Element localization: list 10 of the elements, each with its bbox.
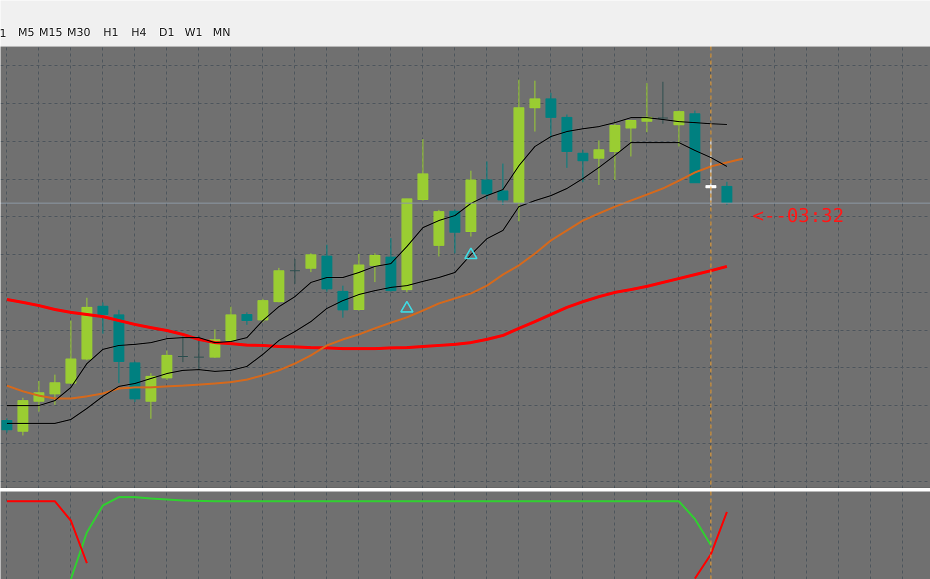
text: W1 — [184, 26, 202, 39]
text: H4 — [131, 26, 147, 39]
text: MN — [212, 26, 231, 39]
text: D1 — [159, 26, 174, 39]
text: H1 — [103, 26, 119, 39]
text: M30 — [67, 26, 91, 39]
annotation: <--03:32 — [752, 205, 844, 228]
text: M15 — [39, 26, 63, 39]
text: 1 — [0, 27, 6, 40]
text: M5 — [18, 26, 35, 39]
